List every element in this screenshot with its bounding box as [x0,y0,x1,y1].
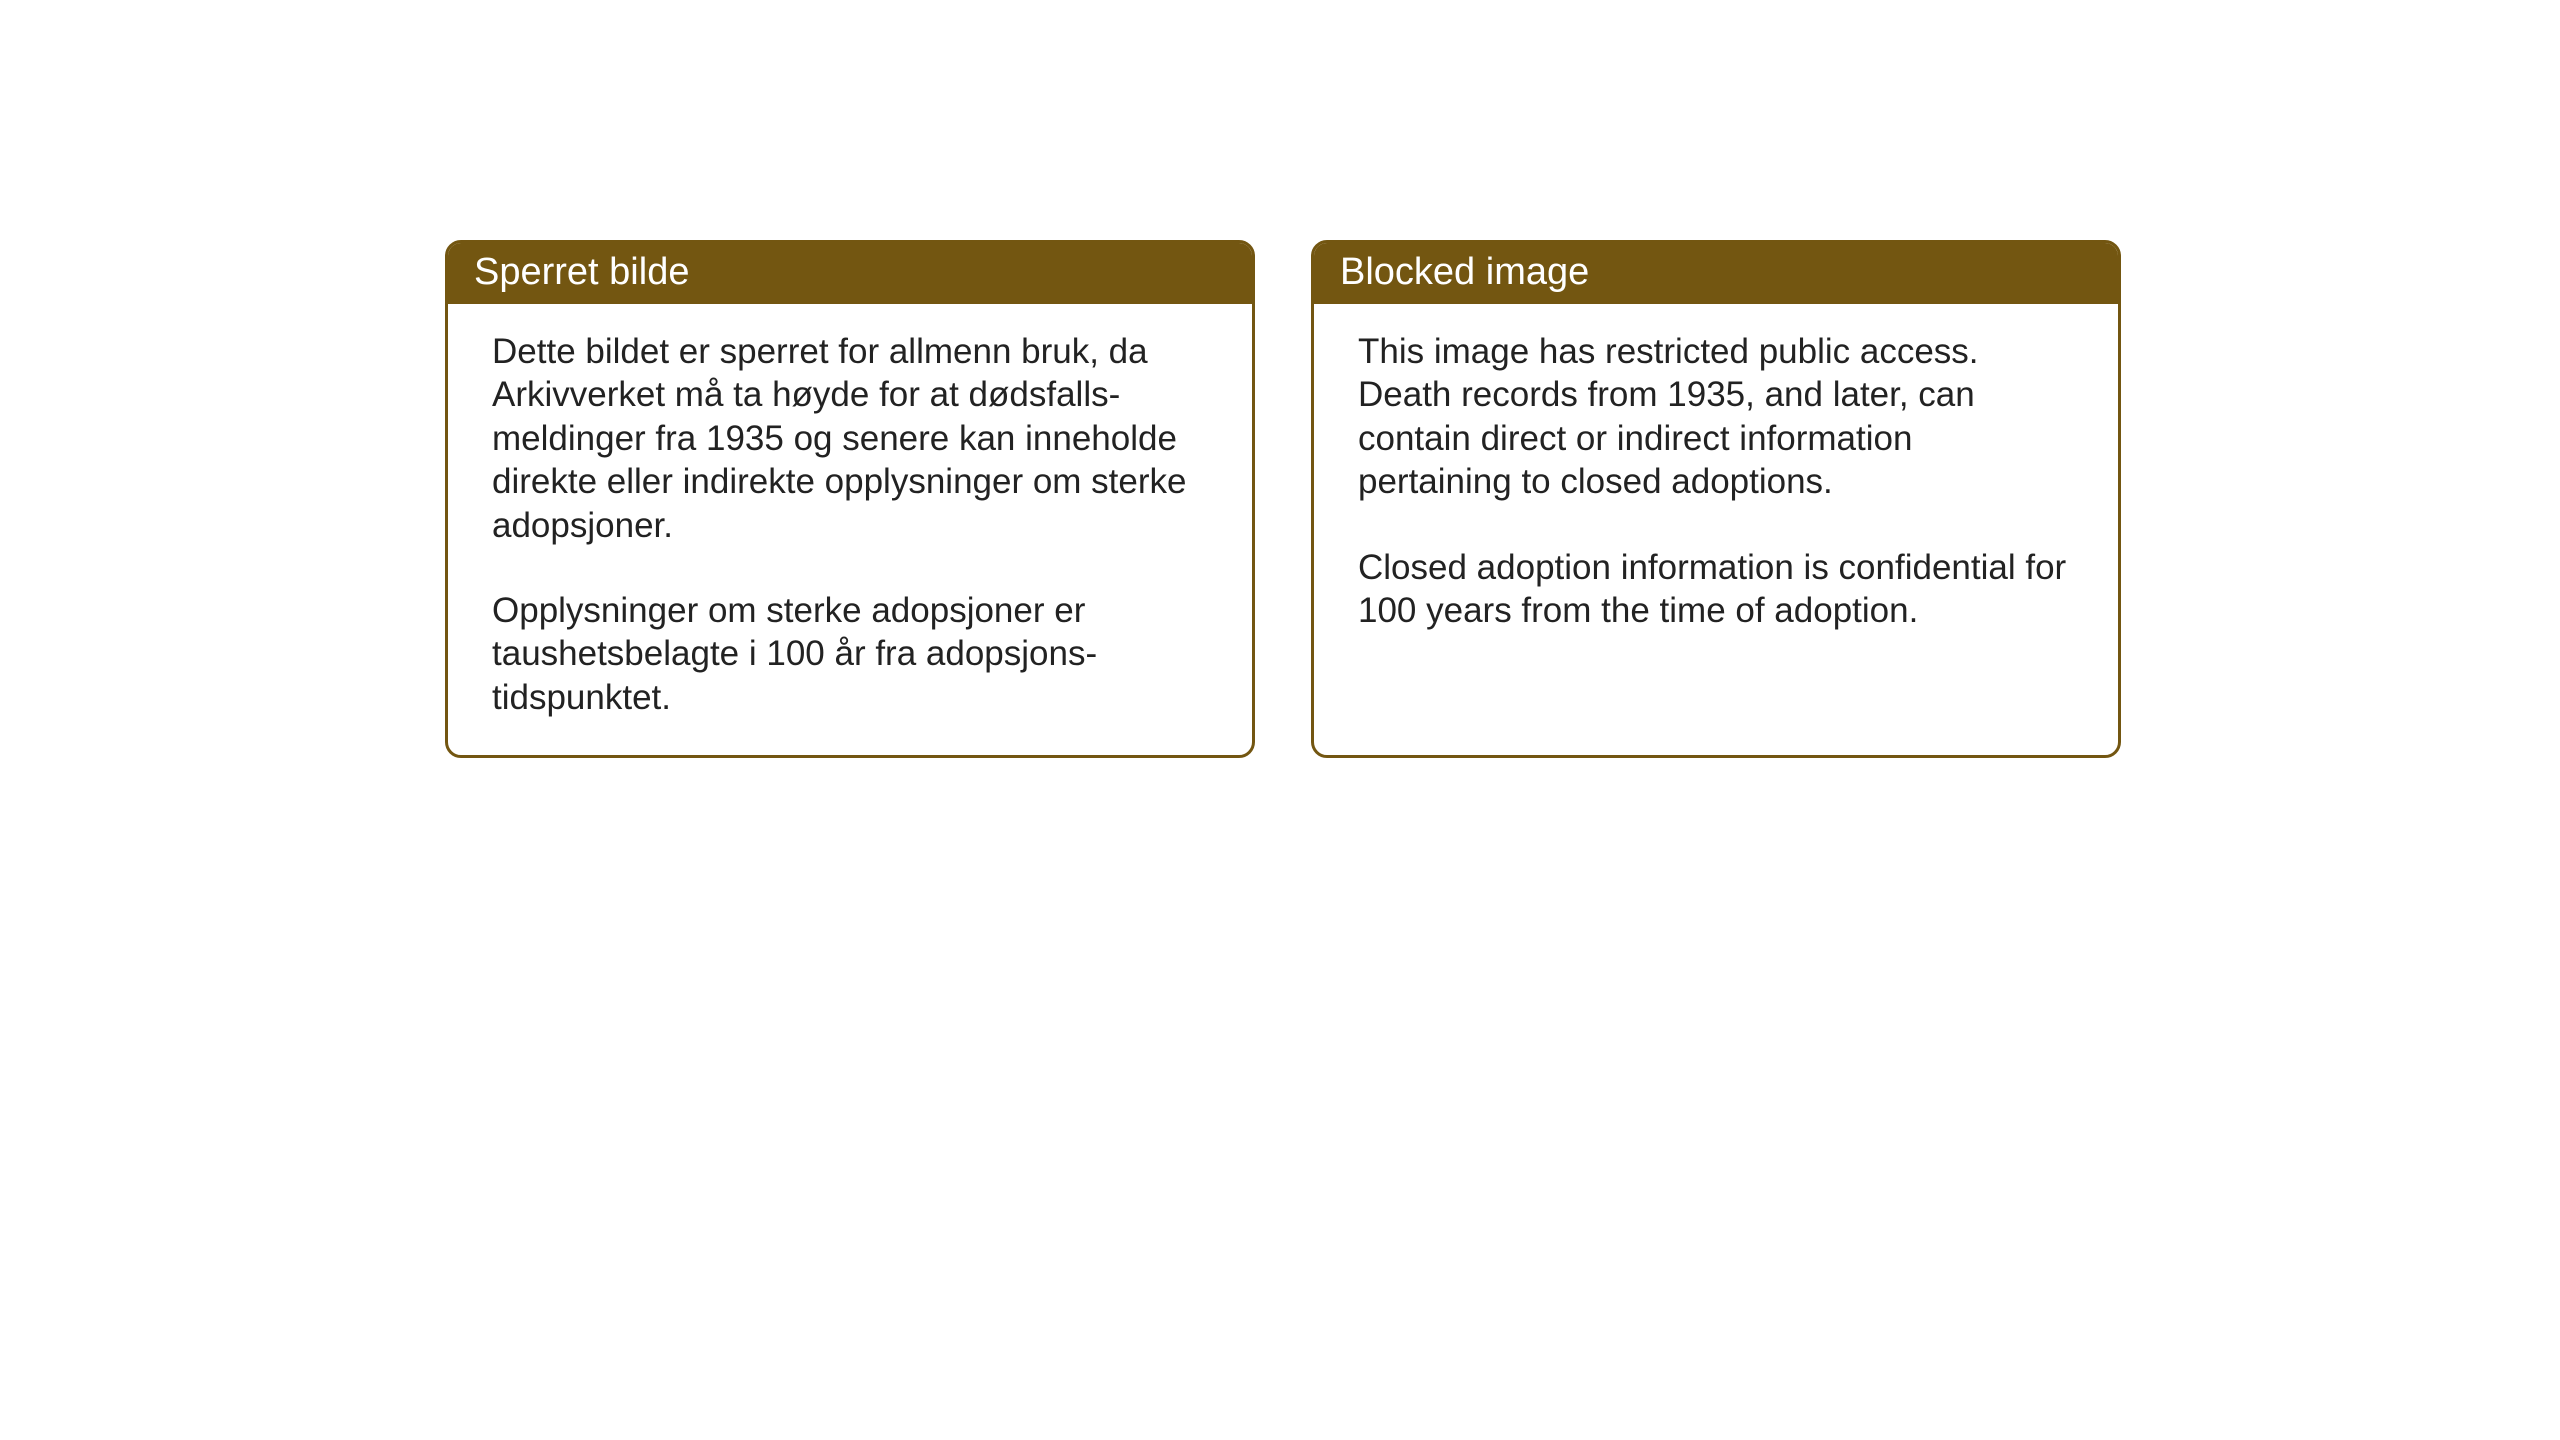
notice-box-norwegian: Sperret bilde Dette bildet er sperret fo… [445,240,1255,758]
notice-header-english: Blocked image [1314,243,2118,304]
notice-box-english: Blocked image This image has restricted … [1311,240,2121,758]
notice-paragraph: This image has restricted public access.… [1358,330,2074,504]
notice-body-english: This image has restricted public access.… [1314,304,2118,729]
notice-paragraph: Opplysninger om sterke adopsjoner er tau… [492,589,1208,719]
notice-paragraph: Closed adoption information is confident… [1358,546,2074,633]
notice-body-norwegian: Dette bildet er sperret for allmenn bruk… [448,304,1252,755]
notice-paragraph: Dette bildet er sperret for allmenn bruk… [492,330,1208,547]
notice-container: Sperret bilde Dette bildet er sperret fo… [445,240,2121,758]
notice-header-norwegian: Sperret bilde [448,243,1252,304]
